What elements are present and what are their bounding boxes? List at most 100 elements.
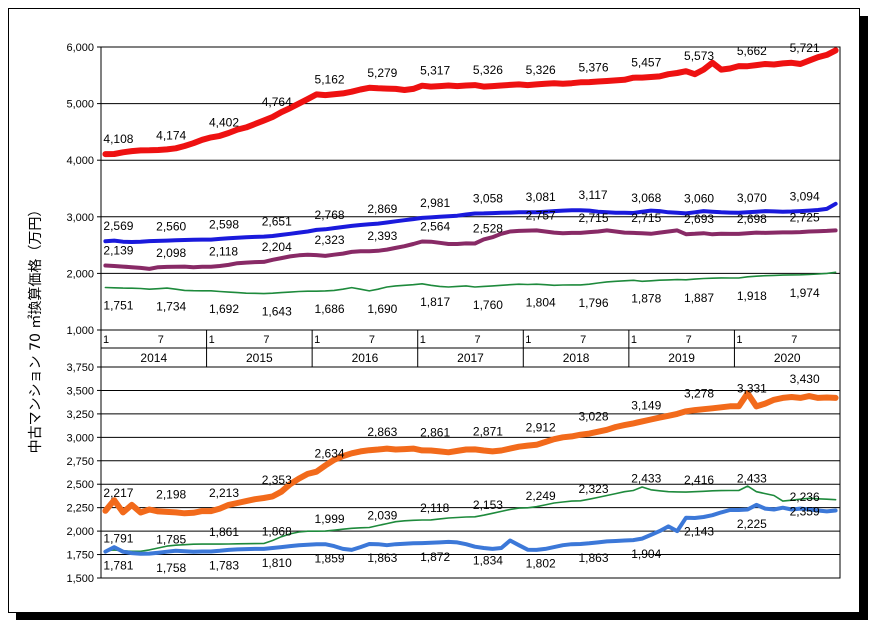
top-series-1-data-label: 4,402 — [209, 115, 239, 129]
bottom-series-3-data-label: 1,834 — [473, 554, 503, 568]
top-series-2-data-label: 2,869 — [367, 202, 397, 216]
top-series-1-data-label: 5,662 — [737, 44, 767, 58]
top-series-1-data-label: 5,317 — [420, 64, 450, 78]
top-series-2-data-label: 2,560 — [156, 220, 186, 234]
top-series-4-data-label: 1,734 — [156, 299, 186, 313]
top-series-2-data-label: 2,569 — [103, 219, 133, 233]
bottom-ytick-label: 2,250 — [66, 503, 94, 515]
top-series-4-data-label: 1,643 — [262, 305, 292, 319]
top-ytick-label: 5,000 — [66, 99, 94, 111]
bottom-series-2-data-label: 1,791 — [103, 532, 133, 546]
top-series-1-data-label: 5,326 — [526, 63, 556, 77]
bottom-series-3-data-label: 1,859 — [315, 551, 345, 565]
month-tick-label: 1 — [631, 334, 637, 346]
top-series-3-data-label: 2,204 — [262, 240, 292, 254]
month-tick-label: 7 — [475, 334, 481, 346]
top-series-1-data-label: 4,174 — [156, 128, 186, 142]
top-series-4-data-label: 1,686 — [315, 302, 345, 316]
top-series-1-data-label: 5,573 — [684, 49, 714, 63]
top-series-3-data-label: 2,715 — [578, 211, 608, 225]
top-series-2-data-label: 2,651 — [262, 215, 292, 229]
month-tick-label: 1 — [103, 334, 109, 346]
bottom-series-1-data-label: 2,863 — [367, 425, 397, 439]
top-series-3-data-label: 2,098 — [156, 246, 186, 260]
bottom-series-3-data-label: 1,863 — [367, 551, 397, 565]
top-series-4-data-label: 1,974 — [790, 286, 820, 300]
bottom-series-1-data-label: 2,634 — [315, 447, 345, 461]
top-series-4-data-label: 1,918 — [737, 289, 767, 303]
bottom-series-2-data-label: 1,861 — [209, 525, 239, 539]
top-series-4-data-label: 1,804 — [526, 295, 556, 309]
top-series-3-data-label: 2,323 — [315, 233, 345, 247]
top-series-2-data-label: 3,117 — [578, 188, 607, 202]
bottom-ytick-label: 3,500 — [66, 385, 94, 397]
bottom-ytick-label: 3,000 — [66, 432, 94, 444]
bottom-series-3-data-label: 1,802 — [526, 557, 556, 571]
top-series-2-data-label: 3,094 — [790, 189, 820, 203]
top-series-4-data-label: 1,817 — [420, 295, 450, 309]
bottom-series-3-data-label: 2,225 — [737, 517, 767, 531]
bottom-series-3-data-label: 1,781 — [103, 559, 133, 573]
bottom-panel: 1,500 1,750 2,000 2,250 2,500 2,750 3,000 3,250… — [66, 362, 841, 585]
bottom-series-1-data-label: 2,912 — [526, 421, 556, 435]
top-series-4-data-label: 1,760 — [473, 298, 503, 312]
bottom-series-3-data-label: 1,904 — [631, 547, 661, 561]
month-tick-label: 1 — [420, 334, 426, 346]
bottom-ytick-label: 3,750 — [66, 362, 94, 374]
top-series-4-data-label: 1,751 — [103, 298, 133, 312]
top-ytick-label: 1,000 — [66, 325, 94, 337]
top-series-1-data-label: 5,457 — [631, 56, 661, 70]
top-series-1-data-label: 5,162 — [315, 72, 345, 86]
bottom-series-3-data-label: 1,783 — [209, 558, 239, 572]
year-label: 2014 — [140, 351, 167, 365]
bottom-ytick-label: 1,750 — [66, 550, 94, 562]
bottom-series-1-data-label: 2,213 — [209, 486, 239, 500]
month-tick-label: 7 — [263, 334, 269, 346]
x-axis: 1 7 2014 1 7 2015 1 7 2016 1 7 2017 1 7 2018 1 7 2019 1 7 20… — [100, 330, 841, 367]
top-series-3-data-label: 2,564 — [420, 219, 450, 233]
top-series-3-data-label: 2,725 — [790, 210, 820, 224]
top-series-2-data-label: 3,081 — [526, 190, 556, 204]
top-series-1-line — [102, 47, 839, 158]
month-tick-label: 1 — [525, 334, 531, 346]
top-plot-area — [100, 46, 841, 331]
top-series-1-data-label: 4,108 — [103, 132, 133, 146]
top-ytick-label: 6,000 — [66, 42, 94, 54]
top-series-1-data-label: 4,764 — [262, 95, 292, 109]
bottom-series-2-data-label: 2,153 — [473, 498, 503, 512]
bottom-series-3-data-label: 2,359 — [790, 504, 820, 518]
top-series-3-data-label: 2,528 — [473, 222, 503, 236]
year-label: 2018 — [563, 351, 590, 365]
top-series-1-data-label: 5,326 — [473, 63, 503, 77]
bottom-series-2-data-label: 2,118 — [420, 501, 449, 515]
bottom-series-2-data-label: 1,868 — [262, 524, 292, 538]
year-label: 2017 — [457, 351, 484, 365]
top-series-3-line — [103, 228, 838, 271]
top-series-3-data-label: 2,757 — [526, 209, 556, 223]
top-series-1-data-label: 5,279 — [367, 66, 397, 80]
top-series-3-data-label: 2,715 — [631, 211, 661, 225]
top-series-4-line — [104, 271, 837, 295]
top-series-4-data-label: 1,887 — [684, 291, 714, 305]
bottom-series-2-data-label: 2,323 — [578, 482, 608, 496]
month-tick-label: 1 — [314, 334, 320, 346]
bottom-series-3-data-label: 1,810 — [262, 556, 292, 570]
bottom-series-1-data-label: 2,217 — [103, 486, 133, 500]
bottom-series-1-data-label: 2,198 — [156, 488, 186, 502]
top-series-3-data-label: 2,139 — [103, 244, 133, 258]
month-tick-label: 7 — [791, 334, 797, 346]
top-series-3-data-label: 2,693 — [684, 212, 714, 226]
bottom-ytick-label: 2,000 — [66, 526, 94, 538]
bottom-ytick-label: 2,750 — [66, 456, 94, 468]
bottom-series-1-data-label: 3,430 — [790, 372, 820, 386]
top-ytick-label: 4,000 — [66, 155, 94, 167]
year-label: 2015 — [246, 351, 273, 365]
top-series-2-data-label: 2,981 — [420, 196, 450, 210]
year-label: 2016 — [352, 351, 379, 365]
top-series-2-data-label: 3,060 — [684, 191, 714, 205]
top-series-2-data-label: 3,070 — [737, 191, 767, 205]
month-tick-label: 7 — [686, 334, 692, 346]
bottom-series-2-data-label: 2,039 — [367, 508, 397, 522]
top-series-3-data-label: 2,118 — [209, 245, 238, 259]
